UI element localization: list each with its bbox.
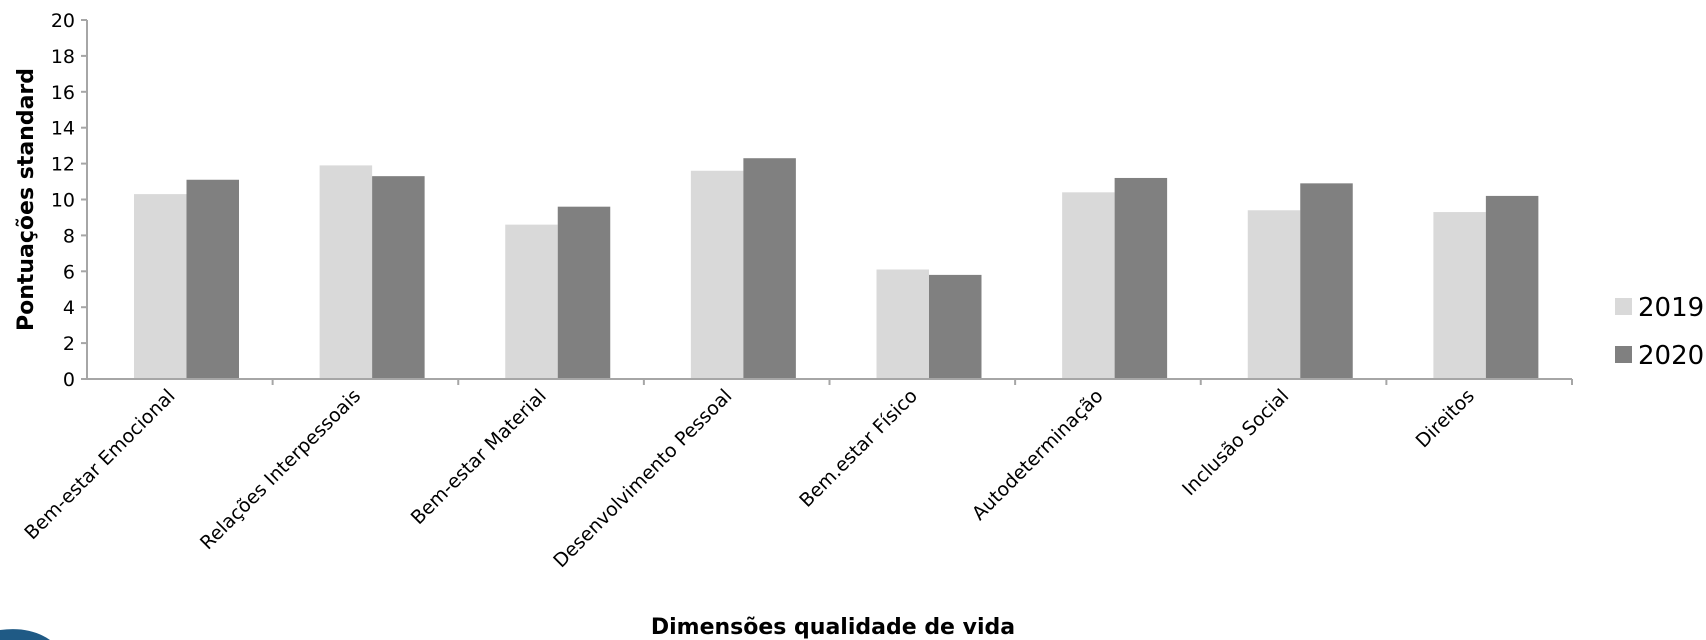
bar-2019 [1062, 192, 1115, 379]
bar-2020 [1114, 177, 1168, 379]
x-tick-label: Autodeterminação [968, 385, 1108, 525]
bar-2020 [557, 206, 611, 379]
y-tick-label: 4 [63, 297, 75, 319]
x-tick-label: Inclusão Social [1178, 385, 1293, 500]
bar-2020 [929, 274, 982, 379]
x-axis-title: Dimensões qualidade de vida [651, 615, 1015, 640]
x-tick-label: Bem-estar Material [407, 385, 551, 529]
x-tick-label: Relações Interpessoais [196, 385, 365, 554]
y-tick-label: 16 [51, 82, 75, 104]
y-axis: 0 2 4 6 8 10 12 14 16 18 20 [51, 10, 87, 391]
legend: 2019 2020 [1615, 293, 1704, 371]
corner-decoration [0, 629, 50, 640]
bar-2019 [505, 224, 558, 379]
legend-swatch-2020 [1615, 346, 1632, 363]
bar-2020 [743, 158, 796, 379]
y-tick-label: 12 [51, 154, 75, 176]
x-axis: Bem-estar Emocional Relações Interpessoai… [20, 379, 1573, 572]
x-tick-label: Bem-estar Emocional [20, 385, 179, 544]
bar-2020 [372, 176, 425, 379]
legend-swatch-2019 [1615, 298, 1632, 315]
x-tick-label: Bem.estar Físico [795, 385, 922, 512]
y-tick-label: 6 [63, 261, 75, 283]
legend-label-2020: 2020 [1638, 341, 1704, 371]
y-tick-label: 20 [51, 10, 75, 32]
bars-group [134, 158, 1539, 379]
legend-label-2019: 2019 [1638, 293, 1704, 323]
x-tick-label: Direitos [1412, 385, 1479, 452]
bar-2019 [1433, 212, 1486, 379]
bar-2020 [1300, 183, 1353, 379]
bar-2020 [186, 179, 239, 379]
bar-2019 [876, 269, 929, 379]
y-tick-label: 18 [51, 46, 75, 68]
bar-2019 [134, 194, 187, 379]
bar-2019 [1247, 210, 1301, 379]
y-tick-label: 14 [51, 118, 75, 140]
bar-2019 [690, 170, 744, 379]
bar-2020 [1485, 195, 1539, 379]
x-tick-label: Desenvolvimento Pessoal [549, 385, 736, 572]
y-axis-title: Pontuações standard [14, 68, 39, 331]
y-tick-label: 0 [63, 369, 75, 391]
y-tick-label: 10 [51, 190, 75, 212]
bar-2019 [319, 165, 373, 379]
y-tick-label: 2 [63, 333, 75, 355]
y-tick-label: 8 [63, 225, 75, 247]
